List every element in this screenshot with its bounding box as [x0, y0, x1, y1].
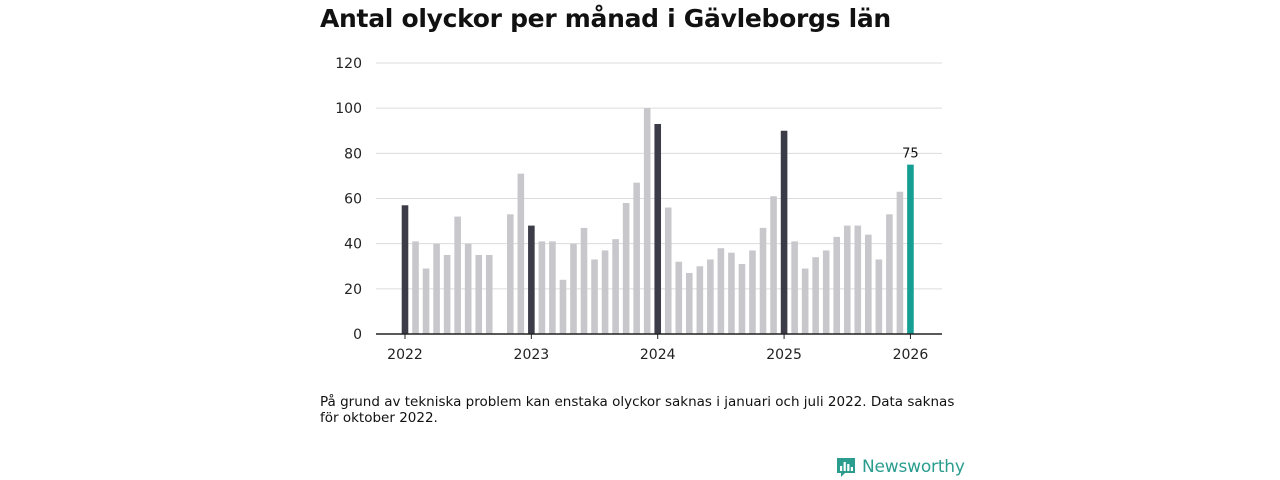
bar-2025-09 — [865, 234, 872, 334]
bar-2024-03 — [675, 261, 683, 334]
bar-2022-03 — [422, 268, 430, 334]
bar-chart: 0 20 40 60 80 100 120 2022 2023 2024 2025 2026 75 — [335, 56, 942, 363]
bar-2023-04 — [559, 279, 567, 334]
brand-name: Newsworthy — [862, 457, 965, 477]
y-tick-label: 40 — [344, 237, 362, 253]
bar-2025-06 — [833, 236, 841, 334]
y-tick-label: 60 — [344, 192, 362, 208]
brand-logo[interactable]: Newsworthy — [835, 455, 965, 479]
bar-2022-12 — [517, 173, 525, 334]
bar-2024-02 — [664, 207, 672, 334]
bar-2022-07 — [464, 243, 472, 334]
bar-2023-10 — [622, 203, 630, 334]
bar-2022-06 — [454, 216, 461, 334]
bar-2024-06 — [707, 259, 714, 334]
bar-2025-08 — [854, 225, 862, 334]
bar-2025-10 — [875, 259, 883, 334]
bar-2023-07 — [591, 259, 598, 334]
y-tick-label: 20 — [344, 282, 362, 298]
bar-2025-11 — [886, 214, 893, 334]
bar-2026-01 — [907, 164, 914, 335]
bar-2023-12 — [643, 108, 651, 334]
bar-2023-01 — [528, 225, 535, 334]
y-tick-label: 0 — [353, 327, 362, 343]
bar-2023-11 — [633, 182, 640, 334]
bar-2025-07 — [843, 225, 851, 334]
data-label: 75 — [902, 147, 919, 162]
bar-2024-04 — [686, 273, 693, 334]
footnote: På grund av tekniska problem kan enstaka… — [320, 394, 955, 426]
bar-2025-04 — [812, 257, 819, 334]
y-tick-label: 80 — [344, 146, 362, 162]
bar-2024-10 — [749, 250, 756, 334]
x-tick-label: 2022 — [387, 347, 423, 363]
bar-2023-03 — [549, 241, 556, 334]
bar-2024-08 — [728, 252, 735, 334]
bar-2023-08 — [601, 250, 609, 334]
bar-2024-01 — [654, 123, 662, 334]
bar-2022-04 — [433, 243, 440, 334]
bar-2025-03 — [801, 268, 809, 334]
bar-2025-02 — [791, 241, 798, 334]
bar-2023-05 — [570, 243, 577, 334]
bar-2025-12 — [896, 191, 904, 334]
bar-2023-09 — [612, 239, 619, 334]
chart-title: Antal olyckor per månad i Gävleborgs län — [320, 4, 891, 33]
x-tick-label: 2024 — [640, 347, 676, 363]
x-tick-label: 2026 — [893, 347, 929, 363]
bar-2022-05 — [443, 254, 451, 334]
bar-2024-12 — [770, 196, 777, 334]
bar-2024-07 — [717, 248, 725, 334]
bar-2024-09 — [738, 263, 746, 334]
bar-2022-09 — [485, 254, 493, 334]
bar-2024-05 — [696, 266, 704, 334]
newsworthy-logo-icon — [837, 458, 855, 477]
x-tick-label: 2025 — [766, 347, 802, 363]
bar-2023-02 — [538, 241, 546, 334]
bar-2022-08 — [475, 254, 483, 334]
bar-2025-05 — [822, 250, 830, 334]
y-tick-label: 120 — [335, 56, 362, 72]
bar-2025-01 — [780, 130, 788, 334]
bar-2023-06 — [580, 227, 588, 334]
bar-2024-11 — [759, 227, 767, 334]
bar-2022-01 — [401, 205, 409, 334]
bar-2022-02 — [412, 241, 419, 334]
x-tick-label: 2023 — [514, 347, 550, 363]
y-tick-label: 100 — [335, 101, 362, 117]
bar-2022-11 — [507, 214, 514, 334]
